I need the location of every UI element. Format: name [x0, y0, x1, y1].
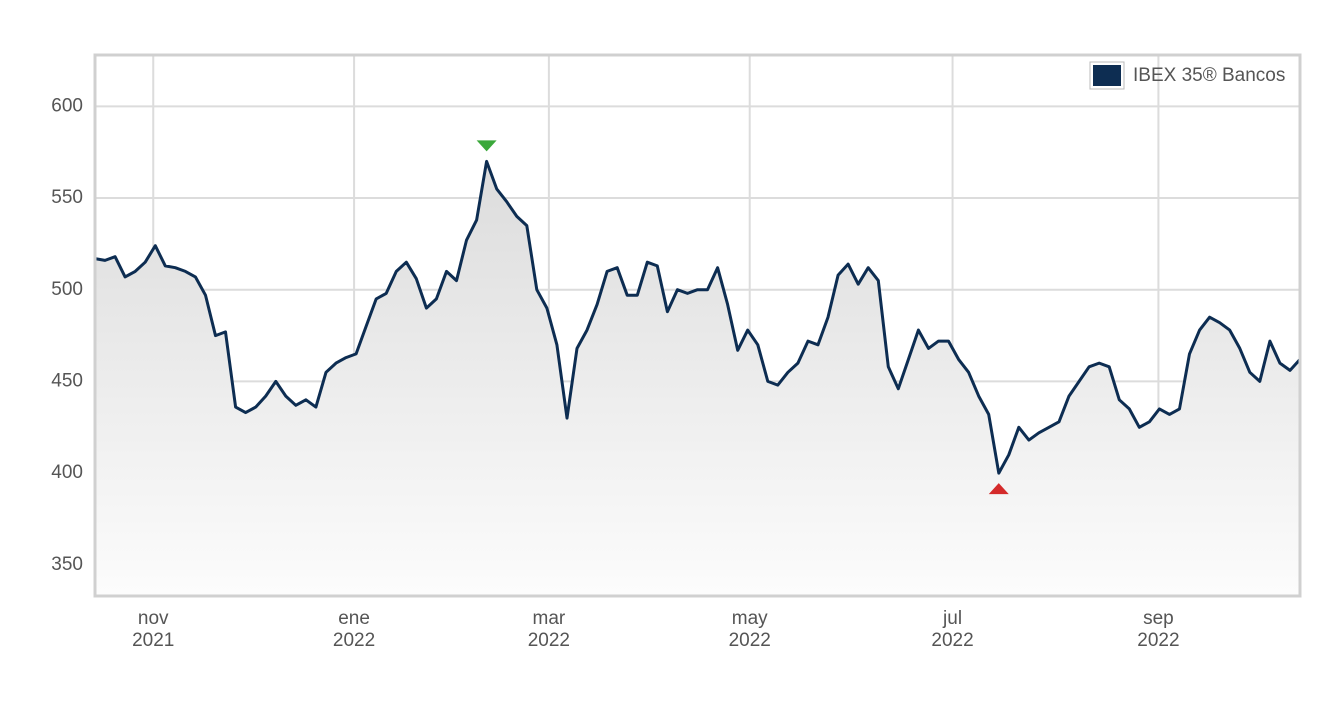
max-marker — [476, 140, 497, 152]
legend-swatch — [1093, 65, 1121, 86]
x-tick-label: sep 2022 — [1137, 608, 1180, 651]
min-marker — [988, 483, 1009, 495]
x-tick-label: may 2022 — [728, 608, 771, 651]
x-tick-label: nov 2021 — [132, 608, 175, 651]
x-tick-label: ene 2022 — [332, 608, 376, 651]
line — [94, 159, 1302, 475]
x-tick-label: jul 2022 — [931, 608, 974, 651]
plot-border — [93, 53, 1302, 598]
y-tick-label: 350 — [51, 554, 83, 575]
legend-label: IBEX 35® Bancos — [1133, 65, 1285, 86]
y-tick-label: 600 — [51, 95, 83, 116]
x-tick-label: mar 2022 — [527, 608, 571, 651]
y-tick-label: 400 — [51, 462, 83, 483]
y-tick-label: 450 — [51, 370, 83, 391]
y-tick-label: 550 — [51, 187, 83, 208]
y-tick-label: 500 — [51, 279, 83, 300]
